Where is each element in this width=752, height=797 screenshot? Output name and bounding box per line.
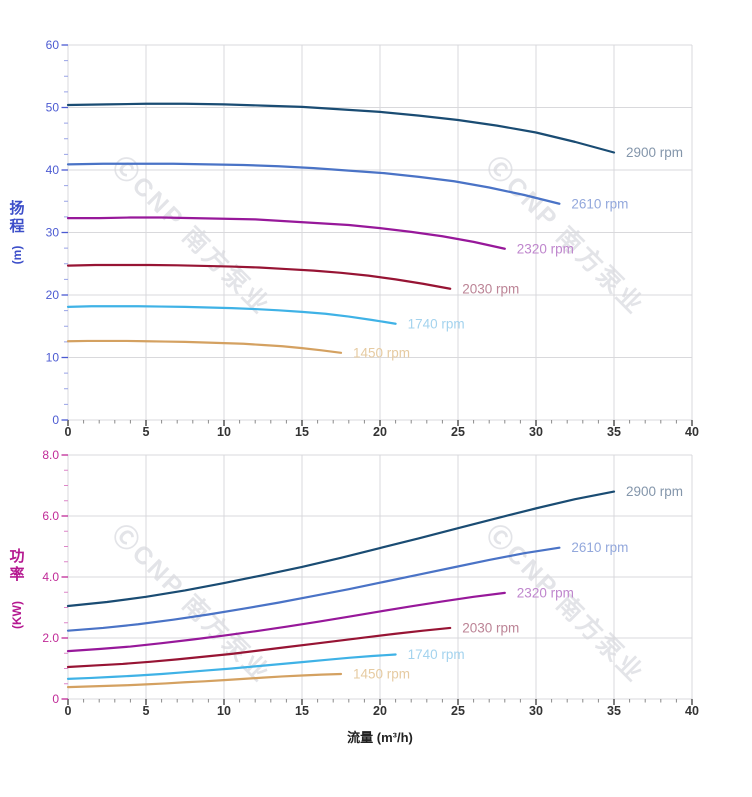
x-tick-label: 20 bbox=[373, 425, 387, 439]
y-tick-label: 6.0 bbox=[42, 509, 59, 523]
y-tick-label: 50 bbox=[46, 101, 60, 115]
curve-head-1740-rpm bbox=[66, 305, 397, 325]
x-tick-label: 10 bbox=[217, 704, 231, 718]
curve-head-1450-rpm bbox=[66, 339, 343, 354]
series-label-1740-rpm: 1740 rpm bbox=[408, 316, 465, 331]
x-tick-label: 25 bbox=[451, 425, 465, 439]
x-tick-label: 15 bbox=[295, 425, 309, 439]
series-label-1740-rpm: 1740 rpm bbox=[408, 647, 465, 662]
curve-power-1450-rpm bbox=[66, 672, 343, 689]
y-tick-label: 0 bbox=[52, 413, 59, 427]
x-tick-label: 15 bbox=[295, 704, 309, 718]
y-tick-label: 8.0 bbox=[42, 448, 59, 462]
series-label-2610-rpm: 2610 rpm bbox=[571, 540, 628, 555]
series-label-2030-rpm: 2030 rpm bbox=[462, 281, 519, 296]
x-tick-label: 5 bbox=[143, 425, 150, 439]
x-tick-label: 35 bbox=[607, 425, 621, 439]
y-tick-label: 2.0 bbox=[42, 631, 59, 645]
head-axis-title: 扬程 bbox=[8, 200, 26, 236]
series-label-2320-rpm: 2320 rpm bbox=[517, 241, 574, 256]
head-axis-title-text: 扬程 bbox=[9, 200, 25, 235]
series-label-1450-rpm: 1450 rpm bbox=[353, 345, 410, 360]
series-label-2030-rpm: 2030 rpm bbox=[462, 620, 519, 635]
x-tick-label: 5 bbox=[143, 704, 150, 718]
curve-power-2900-rpm bbox=[66, 490, 616, 608]
series-label-2320-rpm: 2320 rpm bbox=[517, 585, 574, 600]
x-tick-label: 0 bbox=[65, 425, 72, 439]
flow-axis-title: 流量 (m³/h) bbox=[347, 730, 413, 745]
curve-power-2030-rpm bbox=[66, 626, 452, 669]
x-tick-label: 0 bbox=[65, 704, 72, 718]
curve-head-2320-rpm bbox=[66, 216, 506, 250]
series-label-2900-rpm: 2900 rpm bbox=[626, 484, 683, 499]
series-label-2610-rpm: 2610 rpm bbox=[571, 196, 628, 211]
y-tick-label: 4.0 bbox=[42, 570, 59, 584]
x-tick-label: 10 bbox=[217, 425, 231, 439]
curve-power-2610-rpm bbox=[66, 546, 561, 632]
series-label-2900-rpm: 2900 rpm bbox=[626, 145, 683, 160]
y-tick-label: 30 bbox=[46, 226, 60, 240]
y-tick-label: 0 bbox=[52, 692, 59, 706]
x-tick-label: 40 bbox=[685, 704, 699, 718]
power-axis-title: 功率 bbox=[8, 548, 26, 584]
x-tick-label: 25 bbox=[451, 704, 465, 718]
y-tick-label: 10 bbox=[46, 351, 60, 365]
y-tick-label: 40 bbox=[46, 163, 60, 177]
x-tick-label: 20 bbox=[373, 704, 387, 718]
x-tick-label: 40 bbox=[685, 425, 699, 439]
series-label-1450-rpm: 1450 rpm bbox=[353, 666, 410, 681]
head-axis-unit: (m) bbox=[10, 245, 24, 265]
curve-head-2610-rpm bbox=[66, 162, 561, 205]
power-axis-unit: (KW) bbox=[10, 601, 24, 629]
curve-power-2320-rpm bbox=[66, 591, 506, 653]
y-tick-label: 60 bbox=[46, 38, 60, 52]
curve-head-2900-rpm bbox=[66, 102, 616, 154]
x-tick-label: 30 bbox=[529, 704, 543, 718]
y-tick-label: 20 bbox=[46, 288, 60, 302]
x-tick-label: 35 bbox=[607, 704, 621, 718]
curve-head-2030-rpm bbox=[66, 263, 452, 290]
curve-power-1740-rpm bbox=[66, 653, 397, 680]
power-axis-title-text: 功率 bbox=[9, 548, 25, 583]
x-tick-label: 30 bbox=[529, 425, 543, 439]
